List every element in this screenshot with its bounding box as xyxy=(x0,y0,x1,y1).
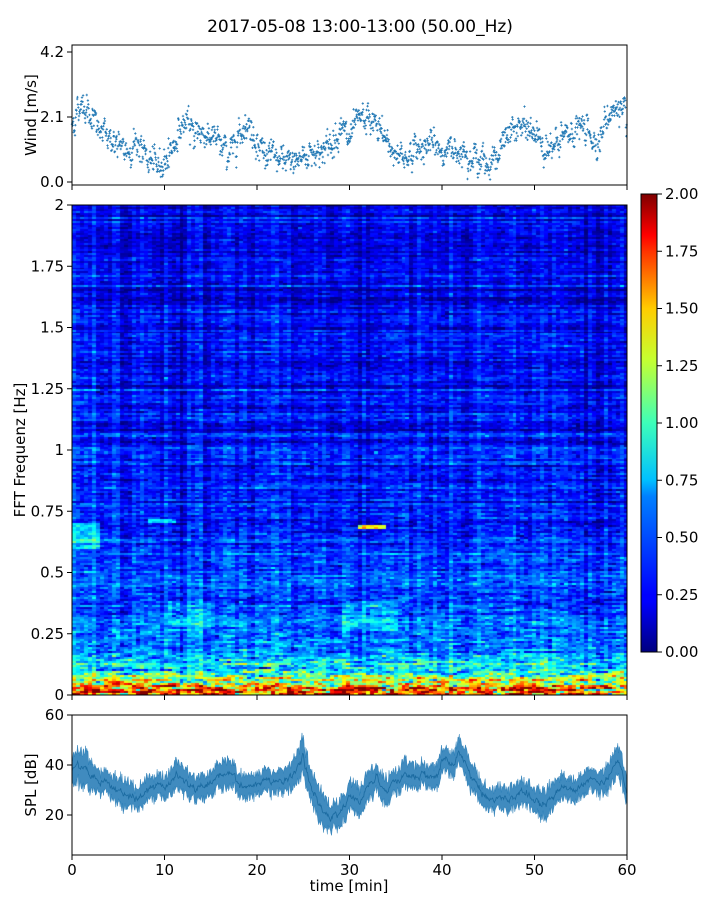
spl-y-tick-label: 20 xyxy=(45,806,64,824)
colorbar-tick-label: 0.25 xyxy=(665,586,698,604)
spectrogram-y-tick-label: 1.5 xyxy=(40,319,64,337)
colorbar-tick-label: 1.75 xyxy=(665,242,698,260)
spectrogram-y-tick-label: 0.25 xyxy=(31,625,64,643)
wind-y-axis-label: Wind [m/s] xyxy=(22,74,40,156)
spl-panel: 20 40 60 0 10 20 30 40 50 60 SPL [dB] time [min] xyxy=(22,706,637,895)
spl-x-ticks: 0 10 20 30 40 50 60 xyxy=(67,855,637,879)
colorbar-ticks: 0.00 0.25 0.50 0.75 1.00 1.25 1.50 1.75 2.00 xyxy=(657,185,698,661)
spl-x-tick-label: 20 xyxy=(247,861,266,879)
spl-x-tick-label: 0 xyxy=(67,861,77,879)
spectrogram-y-tick-label: 1.75 xyxy=(31,257,64,275)
spectrogram-y-tick-label: 0 xyxy=(54,686,64,704)
colorbar-tick-label: 0.75 xyxy=(665,471,698,489)
spectrogram-panel: 0 0.25 0.5 0.75 1 1.25 1.5 1.75 2 FFT Frequenz [… xyxy=(11,196,628,704)
figure-title: 2017-05-08 13:00-13:00 (50.00_Hz) xyxy=(207,17,513,37)
wind-x-ticks xyxy=(71,185,628,190)
spectrogram-y-tick-label: 2 xyxy=(54,196,64,214)
spectrogram-y-tick-label: 0.5 xyxy=(40,564,64,582)
spl-y-tick-label: 60 xyxy=(45,706,64,724)
colorbar: 0.00 0.25 0.50 0.75 1.00 1.25 1.50 1.75 2.00 xyxy=(640,185,698,661)
x-axis-label: time [min] xyxy=(310,877,389,895)
spectrogram-y-tick-label: 1.25 xyxy=(31,380,64,398)
colorbar-tick-label: 0.00 xyxy=(665,643,698,661)
colorbar-tick-label: 1.50 xyxy=(665,300,698,318)
spl-y-axis-label: SPL [dB] xyxy=(22,753,40,816)
colorbar-gradient xyxy=(641,194,657,652)
spl-line xyxy=(71,750,628,823)
wind-y-tick-label: 2.1 xyxy=(40,108,64,126)
spl-x-tick-label: 10 xyxy=(155,861,174,879)
colorbar-tick-label: 1.00 xyxy=(665,414,698,432)
spectrogram-y-tick-label: 0.75 xyxy=(31,502,64,520)
spl-y-ticks: 20 40 60 xyxy=(45,706,72,824)
wind-y-tick-label: 4.2 xyxy=(40,43,64,61)
wind-y-ticks: 0.0 2.1 4.2 xyxy=(40,43,72,191)
spectrogram-y-axis-label: FFT Frequenz [Hz] xyxy=(11,383,29,518)
spl-y-tick-label: 40 xyxy=(45,756,64,774)
wind-panel: 0.0 2.1 4.2 Wind [m/s] xyxy=(22,43,628,191)
spectrogram-image xyxy=(72,205,627,695)
colorbar-tick-label: 2.00 xyxy=(665,185,698,203)
spl-x-tick-label: 30 xyxy=(340,861,359,879)
colorbar-tick-label: 1.25 xyxy=(665,357,698,375)
wind-y-tick-label: 0.0 xyxy=(40,173,64,191)
spectrogram-y-ticks: 0 0.25 0.5 0.75 1 1.25 1.5 1.75 2 xyxy=(31,196,72,704)
spl-x-tick-label: 60 xyxy=(617,861,636,879)
spectrogram-x-ticks xyxy=(71,695,628,700)
spl-x-tick-label: 40 xyxy=(432,861,451,879)
spl-x-tick-label: 50 xyxy=(525,861,544,879)
spectrogram-y-tick-label: 1 xyxy=(54,441,64,459)
colorbar-tick-label: 0.50 xyxy=(665,529,698,547)
